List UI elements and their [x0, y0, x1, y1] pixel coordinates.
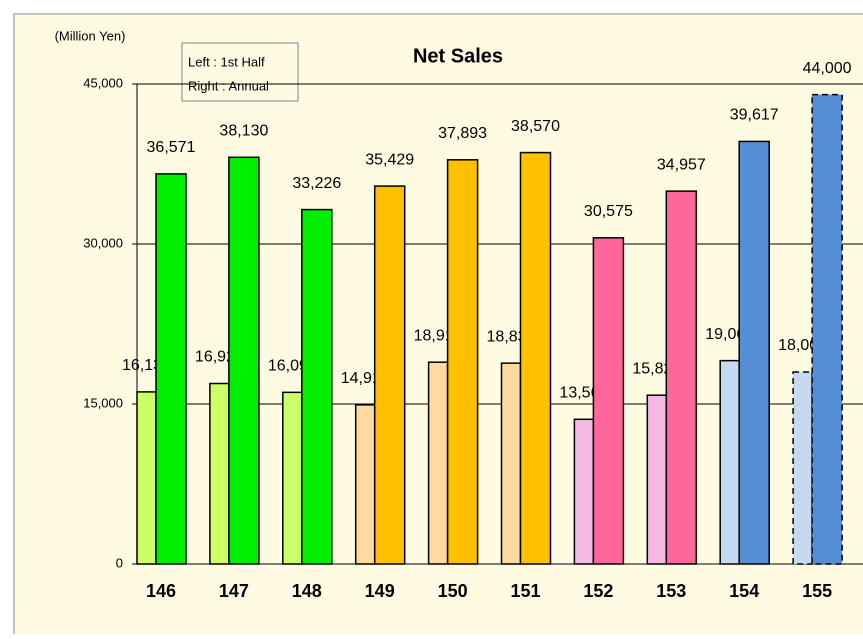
bar: [500, 362, 522, 565]
value-label: 44,000: [803, 60, 852, 77]
bar: [446, 159, 479, 565]
bar: [573, 418, 595, 565]
bar: [592, 237, 625, 565]
legend-box: [181, 42, 299, 102]
bar: [519, 151, 552, 565]
bar: [373, 185, 406, 565]
value-label: 36,571: [147, 139, 196, 156]
bar: [354, 404, 376, 565]
legend-entry: Left : 1st Half: [188, 54, 265, 69]
value-label: 34,957: [657, 156, 706, 173]
value-label: 38,570: [511, 118, 560, 135]
y-tick-label: 45,000: [83, 75, 123, 90]
x-tick-label: 152: [583, 581, 613, 601]
value-label: 33,226: [292, 175, 341, 192]
value-label: 37,893: [438, 125, 487, 142]
y-tick-label: 15,000: [83, 395, 123, 410]
value-label: 30,575: [584, 203, 633, 220]
legend-entry: Right : Annual: [188, 78, 269, 93]
x-tick-label: 147: [219, 581, 249, 601]
bar: [136, 391, 157, 565]
bar: [792, 371, 813, 565]
bar: [209, 382, 230, 565]
bar: [282, 391, 303, 565]
x-tick-label: 149: [365, 581, 395, 601]
y-tick-label: 0: [116, 555, 123, 570]
bar: [665, 190, 698, 565]
y-tick-label: 30,000: [83, 235, 123, 250]
bar: [228, 156, 260, 565]
bar: [719, 359, 740, 565]
x-tick-label: 150: [438, 581, 468, 601]
bar: [427, 361, 449, 565]
bar: [155, 173, 187, 565]
x-tick-label: 154: [729, 581, 759, 601]
bar: [301, 208, 333, 565]
x-tick-label: 155: [802, 581, 832, 601]
bar: [646, 394, 668, 565]
value-label: 38,130: [219, 122, 268, 139]
unit-label: (Million Yen): [55, 28, 126, 43]
x-tick-label: 151: [510, 581, 540, 601]
chart-title: Net Sales: [413, 45, 503, 67]
bar: [811, 93, 843, 565]
value-label: 39,617: [730, 107, 779, 124]
x-tick-label: 146: [146, 581, 176, 601]
bar: [738, 140, 770, 565]
x-tick-label: 153: [656, 581, 686, 601]
x-tick-label: 148: [292, 581, 322, 601]
value-label: 35,429: [365, 151, 414, 168]
